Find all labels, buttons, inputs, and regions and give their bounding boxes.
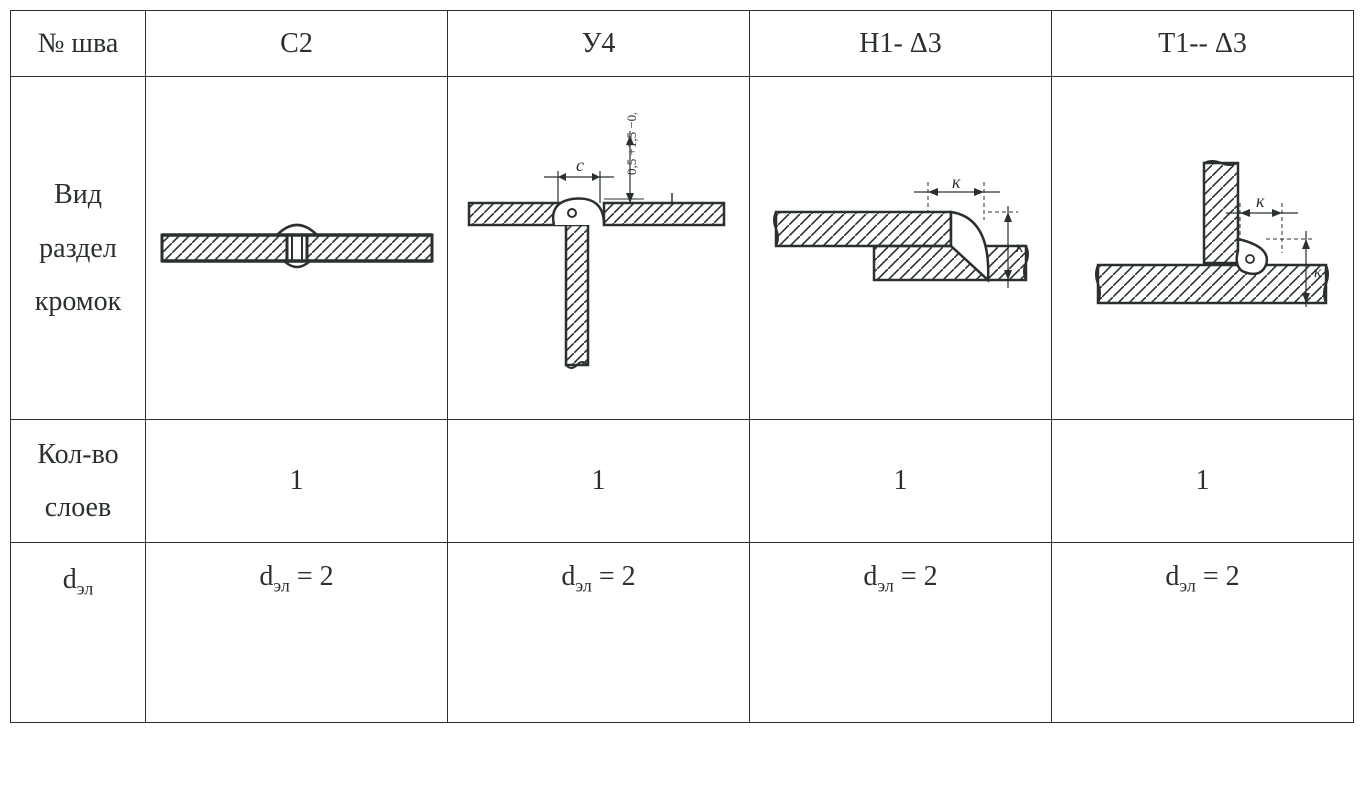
- d-el-label: dэл: [11, 543, 146, 723]
- weld-table: № шва С2 У4 Н1- Δ3 Т1-- Δ3 Вид раздел кр…: [10, 10, 1354, 723]
- d-el-t1: dэл = 2: [1052, 543, 1354, 723]
- d-el-c2: dэл = 2: [146, 543, 448, 723]
- edge-view-l2: раздел: [39, 233, 117, 264]
- layers-y4: 1: [448, 420, 750, 543]
- layers-label: Кол-во слоев: [11, 420, 146, 543]
- diagram-row: Вид раздел кромок: [11, 77, 1354, 420]
- seam-no-label: № шва: [11, 11, 146, 77]
- edge-view-l1: Вид: [54, 179, 102, 210]
- layers-l1: Кол-во: [37, 439, 118, 470]
- edge-view-l3: кромок: [35, 286, 121, 317]
- col-header-h1: Н1- Δ3: [750, 11, 1052, 77]
- t1-dim-v: к: [1314, 264, 1322, 281]
- layers-t1: 1: [1052, 420, 1354, 543]
- t1-svg: к к: [1058, 143, 1348, 353]
- y4-dim-c: c: [576, 155, 584, 175]
- h1-dim-v: к: [1016, 239, 1024, 256]
- h1-dim-k: к: [952, 172, 961, 192]
- d-el-row: dэл dэл = 2 dэл = 2 dэл = 2 dэл = 2: [11, 543, 1354, 723]
- c2-svg: [152, 183, 442, 313]
- d-el-sub: эл: [77, 579, 94, 599]
- diagram-t1: к к: [1052, 77, 1354, 420]
- diagram-h1: к к: [750, 77, 1052, 420]
- edge-view-label: Вид раздел кромок: [11, 77, 146, 420]
- d-el-y4: dэл = 2: [448, 543, 750, 723]
- layers-row: Кол-во слоев 1 1 1 1: [11, 420, 1354, 543]
- header-row: № шва С2 У4 Н1- Δ3 Т1-- Δ3: [11, 11, 1354, 77]
- y4-dim-v: 0,5 +1,5 −0,5: [624, 113, 639, 175]
- layers-h1: 1: [750, 420, 1052, 543]
- diagram-y4: c 0,5 +1,5 −0,5: [448, 77, 750, 420]
- t1-dim-k: к: [1256, 191, 1265, 211]
- y4-svg: c 0,5 +1,5 −0,5: [454, 113, 744, 383]
- h1-svg: к к: [756, 148, 1046, 348]
- layers-l2: слоев: [45, 492, 111, 523]
- col-header-t1: Т1-- Δ3: [1052, 11, 1354, 77]
- col-header-y4: У4: [448, 11, 750, 77]
- d-el-h1: dэл = 2: [750, 543, 1052, 723]
- d-el-prefix: d: [63, 564, 77, 595]
- col-header-c2: С2: [146, 11, 448, 77]
- diagram-c2: [146, 77, 448, 420]
- layers-c2: 1: [146, 420, 448, 543]
